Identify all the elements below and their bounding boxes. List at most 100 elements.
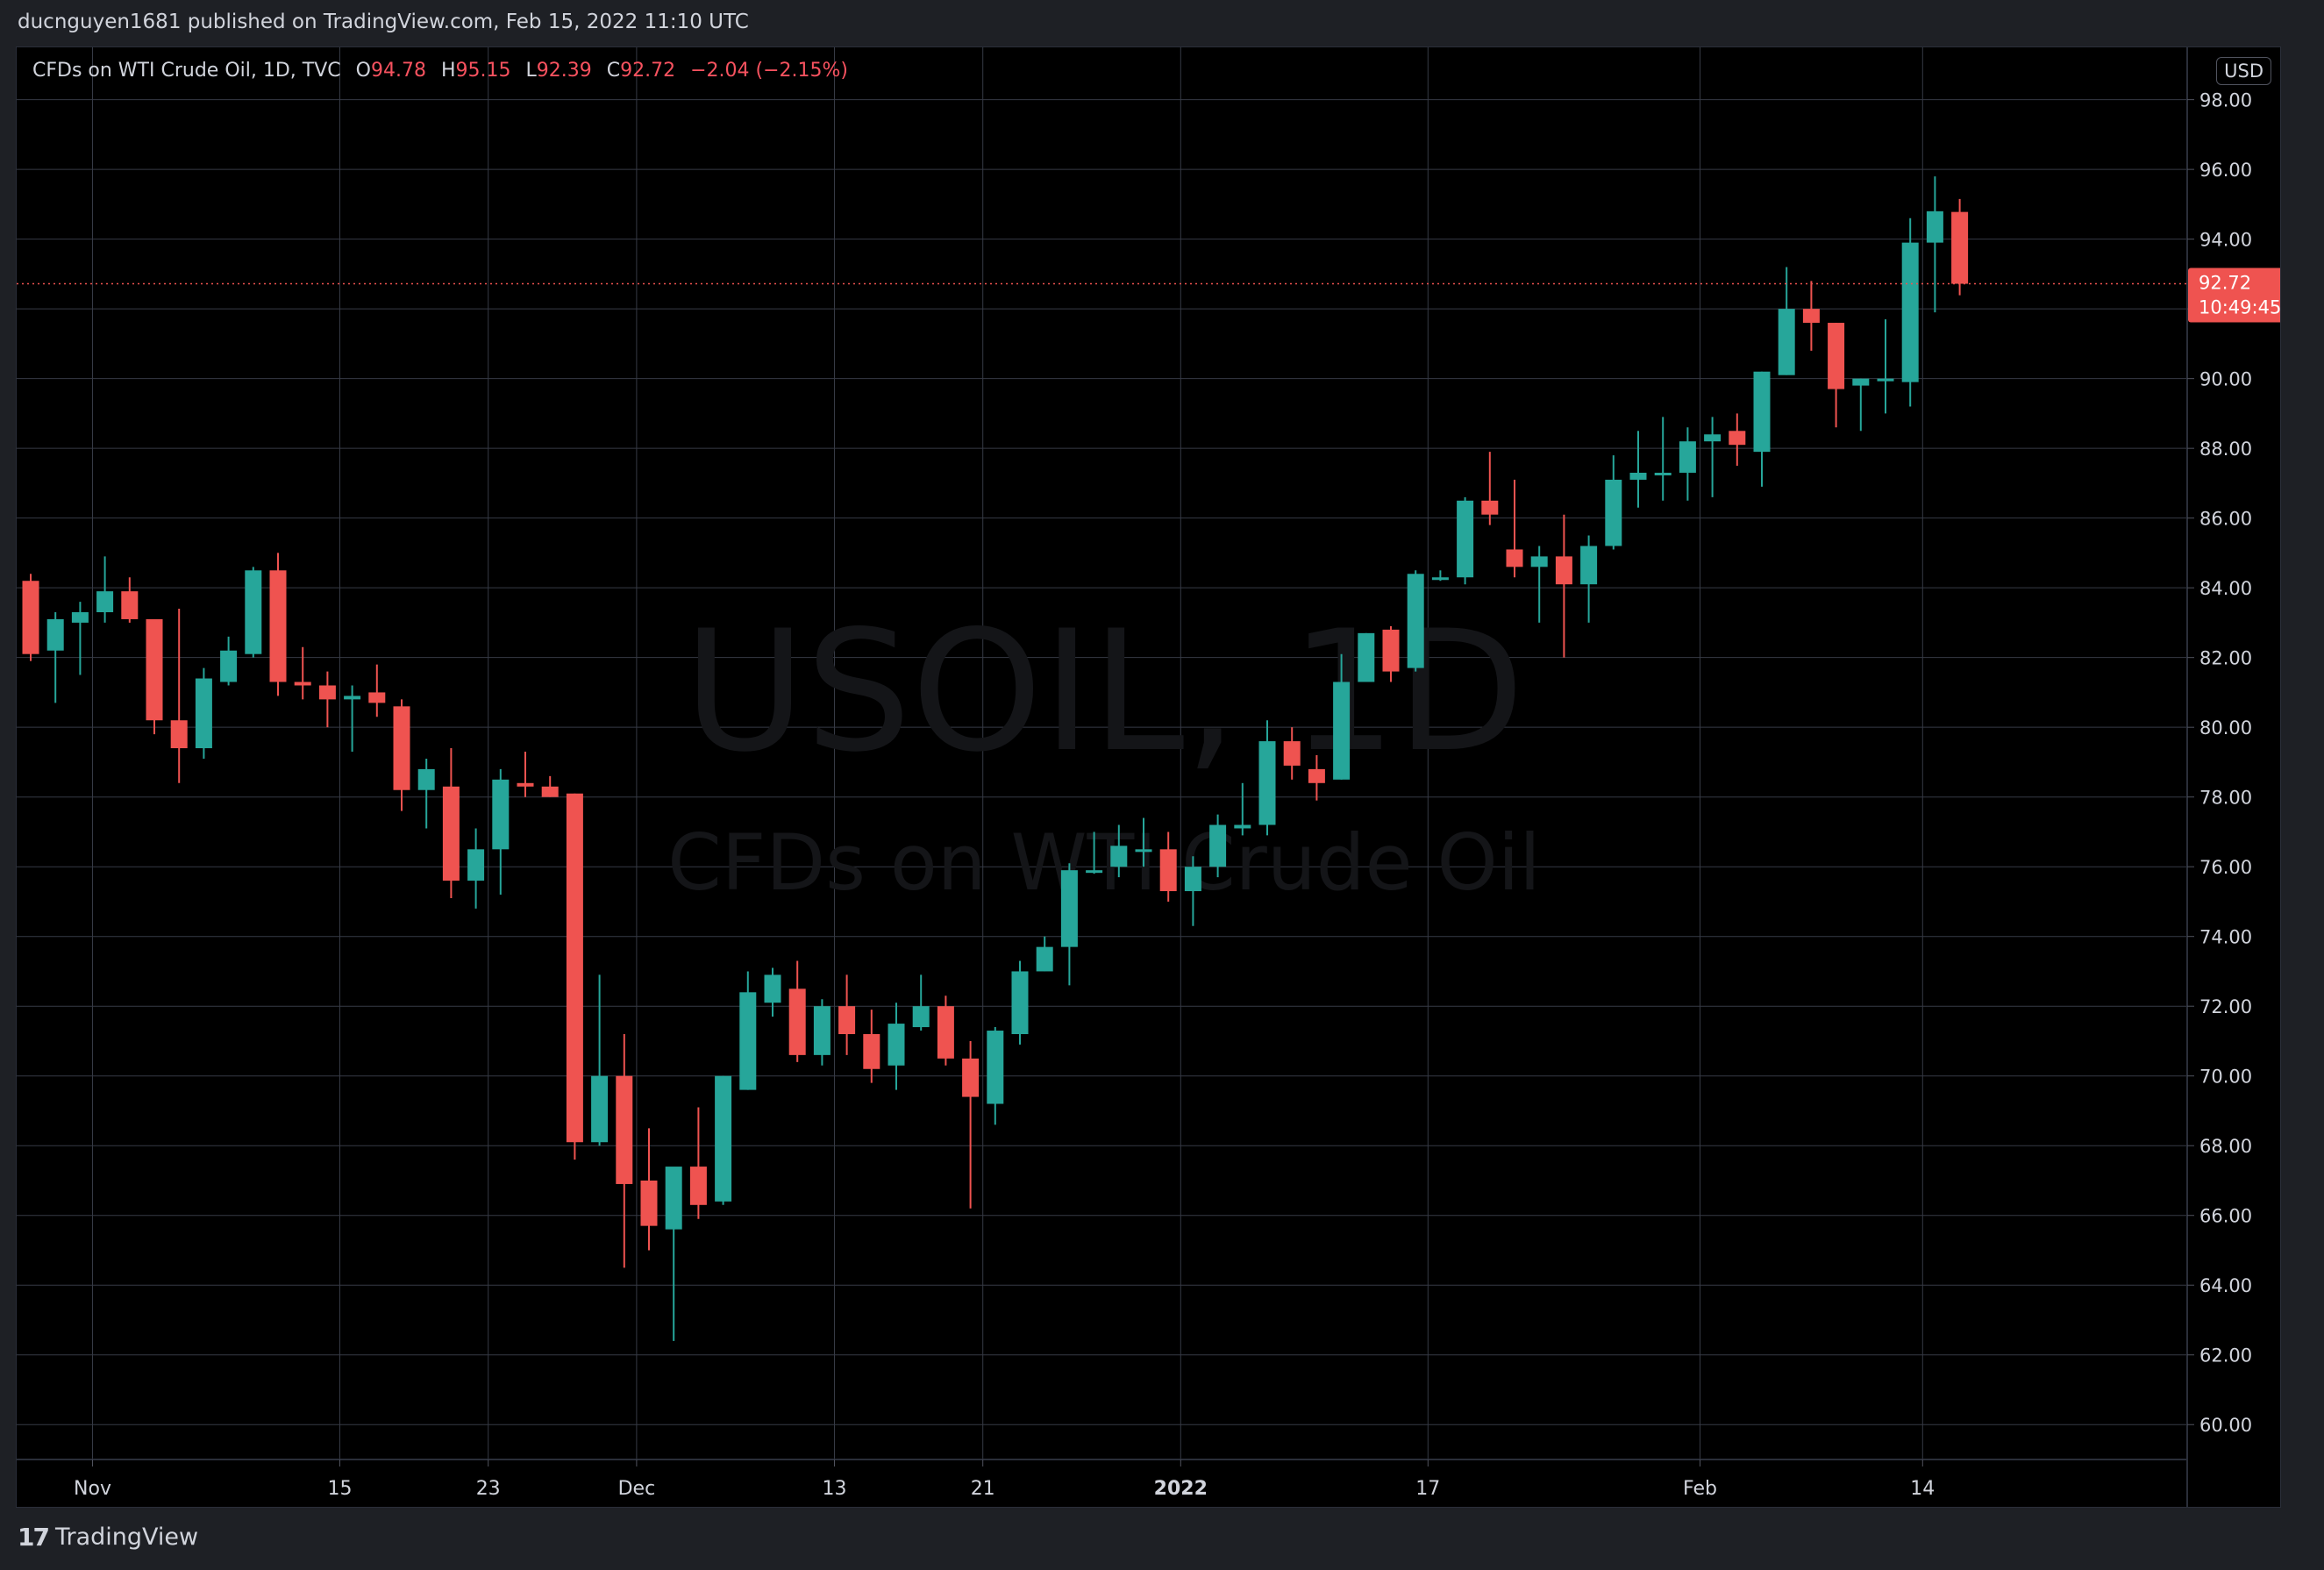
candle	[1110, 824, 1128, 878]
price-axis[interactable]: 60.00 62.00 64.00 66.00 68.00 70.00 72.00 74.00…	[2187, 90, 2252, 1437]
candle	[1729, 413, 1746, 467]
time-axis[interactable]: Nov 15 23 Dec 13 21 2022 17 Feb 14	[74, 1459, 1935, 1500]
tradingview-logo-icon: 17	[18, 1523, 50, 1552]
candle	[294, 646, 311, 700]
candle	[1802, 281, 1820, 351]
candle-body	[1382, 629, 1400, 672]
close-value: 92.72	[620, 60, 676, 82]
price-tick-label: 94.00	[2199, 230, 2252, 251]
candlestick-chart[interactable]: USOIL, 1D CFDs on WTI Crude Oil 60.00 62.…	[17, 47, 2280, 1507]
candle-body	[541, 786, 559, 797]
low-label: L	[525, 60, 537, 82]
candle-body	[393, 706, 410, 790]
candle	[368, 664, 386, 717]
candle-body	[1828, 323, 1845, 389]
candle-body	[665, 1167, 682, 1230]
price-tick-label: 96.00	[2199, 160, 2252, 181]
candle	[1506, 479, 1523, 578]
time-tick-label: 2022	[1154, 1478, 1208, 1500]
candle	[1828, 323, 1845, 428]
candle-body	[1060, 870, 1078, 947]
time-tick-label: 14	[1910, 1478, 1935, 1500]
candle-body	[591, 1075, 609, 1143]
candle	[1679, 427, 1696, 501]
chart-pane[interactable]: USOIL, 1D CFDs on WTI Crude Oil 60.00 62.…	[16, 46, 2281, 1508]
candle-body	[146, 618, 163, 721]
candle-body	[937, 1006, 954, 1059]
candle-body	[1580, 546, 1598, 585]
time-tick-label: Nov	[74, 1478, 111, 1500]
candle-body	[888, 1024, 905, 1066]
candle	[788, 960, 806, 1062]
candle-body	[1778, 309, 1795, 375]
candle	[1530, 546, 1548, 623]
candle	[1629, 431, 1647, 508]
candle	[1457, 496, 1474, 585]
candle-body	[121, 591, 139, 619]
candle	[962, 1040, 980, 1209]
candle	[689, 1107, 707, 1219]
candle	[863, 1010, 880, 1083]
footer-brand[interactable]: 17 TradingView	[18, 1523, 198, 1552]
candle-body	[566, 793, 583, 1143]
candle-body	[1729, 431, 1746, 446]
candle	[541, 775, 559, 797]
candle-body	[442, 786, 460, 881]
candle	[888, 1003, 905, 1090]
candle	[1358, 632, 1375, 682]
currency-button[interactable]: USD	[2216, 57, 2271, 85]
candle	[344, 685, 361, 753]
candle	[1481, 452, 1499, 525]
candle-body	[1407, 574, 1424, 668]
candle	[1333, 653, 1351, 780]
watermark-symbol: USOIL, 1D	[683, 595, 1524, 789]
candle-body	[1283, 741, 1301, 766]
candle-body	[1159, 849, 1177, 892]
candle-body	[1110, 846, 1128, 867]
candle-body	[245, 570, 262, 654]
candle	[71, 602, 89, 675]
candle-body	[46, 618, 64, 651]
candle-body	[1704, 434, 1722, 442]
candle	[517, 752, 534, 797]
symbol-watermark: USOIL, 1D CFDs on WTI Crude Oil	[667, 595, 1540, 908]
candle-body	[1506, 549, 1523, 567]
candle-body	[195, 678, 212, 749]
candle-body	[71, 612, 89, 623]
candle-body	[269, 570, 287, 682]
price-tick-label: 74.00	[2199, 927, 2252, 948]
candle	[1234, 782, 1251, 836]
time-tick-label: Feb	[1683, 1478, 1717, 1500]
candle	[1060, 863, 1078, 986]
candle	[1753, 371, 1771, 487]
candle	[1086, 831, 1103, 874]
candle	[1407, 570, 1424, 672]
grid-lines	[17, 47, 2187, 1459]
candle-body	[344, 696, 361, 700]
candle	[1135, 817, 1152, 867]
candle-body	[739, 992, 757, 1090]
candle	[912, 974, 930, 1031]
price-tick-label: 76.00	[2199, 857, 2252, 878]
candle	[1308, 754, 1325, 801]
candle-body	[22, 581, 39, 654]
candle-body	[1358, 632, 1375, 682]
candle-body	[1036, 946, 1053, 972]
price-tick-label: 72.00	[2199, 996, 2252, 1017]
candle-body	[616, 1075, 633, 1184]
price-tick-label: 88.00	[2199, 439, 2252, 460]
candle-body	[1308, 768, 1325, 783]
candle	[1877, 319, 1894, 414]
candle	[1159, 831, 1177, 902]
price-tick-label: 70.00	[2199, 1067, 2252, 1088]
candle-body	[517, 782, 534, 787]
candle-body	[318, 685, 336, 700]
bar-countdown: 10:49:45	[2199, 297, 2280, 318]
candle	[1605, 455, 1622, 550]
candle	[1184, 856, 1201, 926]
price-tick-label: 82.00	[2199, 648, 2252, 669]
candle-body	[912, 1006, 930, 1028]
candle-body	[1530, 556, 1548, 567]
candle	[813, 999, 831, 1066]
candle-body	[1481, 500, 1499, 515]
